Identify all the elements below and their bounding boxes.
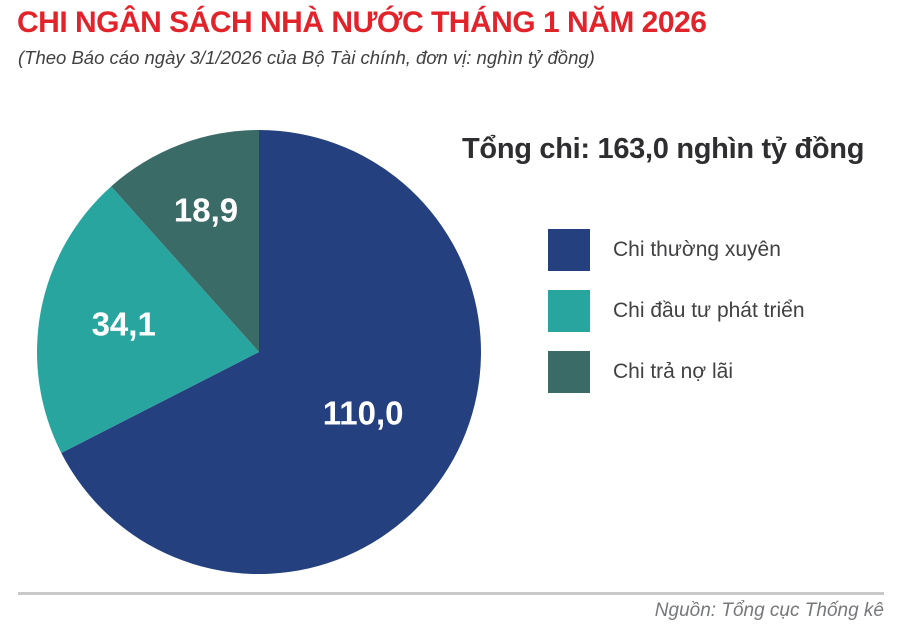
legend: Chi thường xuyên Chi đầu tư phát triển C… xyxy=(548,229,805,412)
legend-item: Chi đầu tư phát triển xyxy=(548,290,805,332)
pie-slice-2 xyxy=(111,130,259,352)
footer-divider xyxy=(18,592,884,595)
legend-label: Chi thường xuyên xyxy=(613,238,781,261)
legend-swatch xyxy=(548,290,590,332)
pie-slice-0 xyxy=(61,130,481,575)
legend-label: Chi đầu tư phát triển xyxy=(613,299,805,322)
legend-label: Chi trả nợ lãi xyxy=(613,360,733,383)
pie-slice-value-label: 34,1 xyxy=(92,305,156,342)
pie-slice-value-label: 18,9 xyxy=(174,192,238,229)
pie-slice-value-label: 110,0 xyxy=(323,394,404,431)
legend-item: Chi thường xuyên xyxy=(548,229,805,271)
legend-swatch xyxy=(548,229,590,271)
page-subtitle: (Theo Báo cáo ngày 3/1/2026 của Bộ Tài c… xyxy=(18,47,595,68)
legend-swatch xyxy=(548,351,590,393)
page-title: CHI NGÂN SÁCH NHÀ NƯỚC THÁNG 1 NĂM 2026 xyxy=(17,6,707,39)
source-note: Nguồn: Tổng cục Thống kê xyxy=(654,600,884,621)
legend-item: Chi trả nợ lãi xyxy=(548,351,805,393)
pie-slice-1 xyxy=(36,186,259,453)
total-spending-label: Tổng chi: 163,0 nghìn tỷ đồng xyxy=(462,133,865,165)
